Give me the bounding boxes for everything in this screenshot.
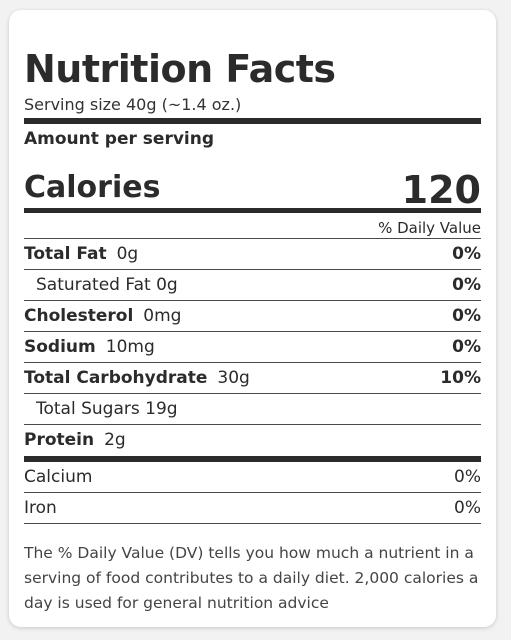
thick-divider	[24, 118, 481, 124]
nutrient-amount: 2g	[104, 430, 126, 450]
nutrient-row-total-sugars: Total Sugars 19g	[24, 394, 481, 425]
nutrient-label: Cholesterol 0mg	[24, 301, 181, 331]
mineral-name: Iron	[24, 498, 57, 518]
nutrient-amount: 30g	[217, 368, 250, 388]
calories-label: Calories	[24, 170, 161, 205]
daily-value-header: % Daily Value	[378, 219, 481, 237]
nutrient-daily-value: 0%	[452, 275, 481, 295]
nutrient-row-protein: Protein 2g	[24, 425, 481, 456]
row-divider	[24, 523, 481, 524]
nutrient-name: Saturated Fat 0g	[36, 275, 178, 295]
amount-per-serving: Amount per serving	[24, 129, 215, 149]
nutrient-name: Total Sugars 19g	[36, 399, 178, 419]
nutrient-daily-value: 0%	[452, 337, 481, 357]
nutrient-row-total-carbohydrate: Total Carbohydrate 30g 10%	[24, 363, 481, 394]
row-divider	[24, 269, 481, 270]
nutrient-label: Total Fat 0g	[24, 239, 138, 269]
thick-divider	[24, 456, 481, 462]
nutrient-row-total-fat: Total Fat 0g 0%	[24, 239, 481, 270]
nutrient-amount: 0mg	[143, 306, 182, 326]
mineral-daily-value: 0%	[454, 498, 481, 518]
nutrient-name: Protein	[24, 430, 95, 450]
calories-value: 120	[401, 168, 481, 212]
mineral-daily-value: 0%	[454, 467, 481, 487]
nutrient-row-cholesterol: Cholesterol 0mg 0%	[24, 301, 481, 332]
serving-size: Serving size 40g (~1.4 oz.)	[24, 95, 242, 114]
nutrient-name: Total Fat	[24, 244, 107, 264]
mineral-row-calcium: Calcium 0%	[24, 462, 481, 493]
nutrient-daily-value: 0%	[452, 244, 481, 264]
nutrient-daily-value: 0%	[452, 306, 481, 326]
row-divider	[24, 238, 481, 239]
nutrient-row-saturated-fat: Saturated Fat 0g 0%	[24, 270, 481, 301]
row-divider	[24, 424, 481, 425]
nutrient-name: Cholesterol	[24, 306, 134, 326]
row-divider	[24, 362, 481, 363]
thick-divider	[24, 208, 481, 213]
daily-value-footnote: The % Daily Value (DV) tells you how muc…	[24, 544, 479, 612]
row-divider	[24, 331, 481, 332]
nutrient-label: Protein 2g	[24, 425, 126, 455]
row-divider	[24, 492, 481, 493]
mineral-row-iron: Iron 0%	[24, 493, 481, 524]
nutrient-row-sodium: Sodium 10mg 0%	[24, 332, 481, 363]
nutrient-label: Total Carbohydrate 30g	[24, 363, 250, 393]
nutrient-name: Total Carbohydrate	[24, 368, 208, 388]
row-divider	[24, 393, 481, 394]
nutrient-name: Sodium	[24, 337, 96, 357]
panel-title: Nutrition Facts	[24, 47, 336, 91]
row-divider	[24, 300, 481, 301]
nutrient-label: Sodium 10mg	[24, 332, 155, 362]
mineral-name: Calcium	[24, 467, 93, 487]
nutrient-amount: 0g	[116, 244, 139, 264]
nutrient-amount: 10mg	[105, 337, 155, 357]
nutrient-daily-value: 10%	[440, 368, 481, 388]
nutrition-facts-panel: Nutrition Facts Serving size 40g (~1.4 o…	[9, 10, 496, 627]
